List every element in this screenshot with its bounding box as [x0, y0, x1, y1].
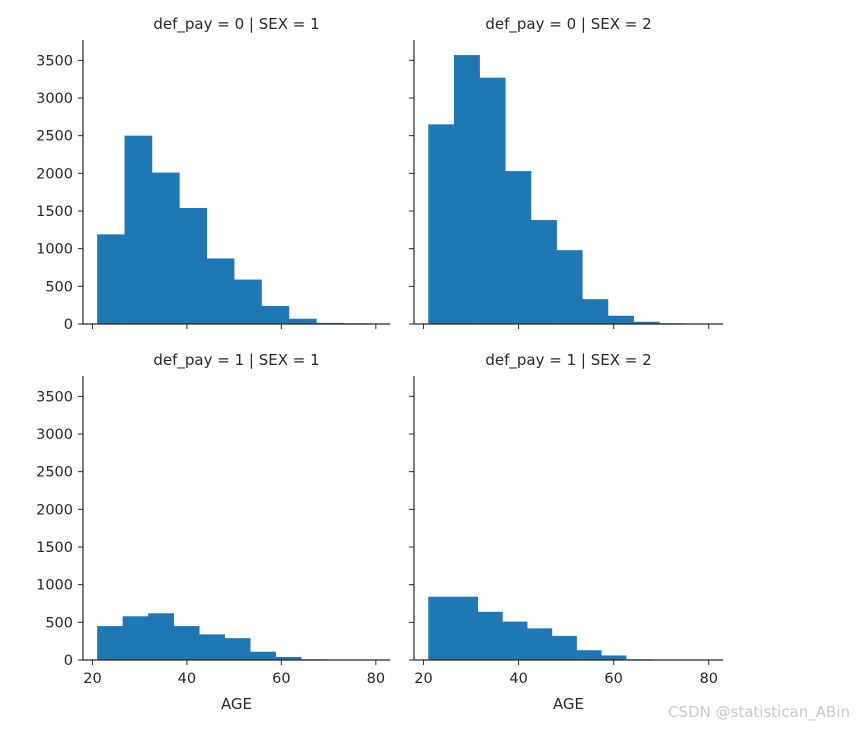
histogram-bar	[234, 279, 262, 324]
histogram-bar	[97, 234, 125, 324]
panel-title: def_pay = 0 | SEX = 1	[153, 15, 319, 34]
x-axis-label: AGE	[553, 695, 584, 713]
y-tick-label: 2500	[36, 129, 73, 145]
histogram-bar	[556, 250, 583, 324]
x-tick-label: 40	[178, 671, 196, 687]
histogram-bar	[530, 220, 557, 324]
histogram-bar	[288, 318, 317, 324]
histogram-bar	[151, 172, 180, 324]
facet-panel: 0 500 1000 1500 2000 2500 3000 3500 def_pay = 0 …	[36, 15, 390, 333]
y-tick-label: 0	[64, 653, 73, 669]
histogram-bar	[453, 55, 480, 324]
panel-title: def_pay = 1 | SEX = 2	[485, 351, 651, 370]
y-tick-label: 2000	[36, 166, 73, 182]
histogram-bar	[633, 321, 660, 324]
facet-panel: def_pay = 0 | SEX = 2	[409, 15, 723, 329]
histogram-bar	[601, 655, 627, 660]
x-tick-label: 60	[272, 671, 290, 687]
histogram-bar	[428, 124, 455, 325]
histogram-bar	[502, 621, 528, 660]
x-tick-label: 80	[700, 671, 718, 687]
histogram-bar	[199, 634, 225, 660]
histogram-bar	[505, 171, 532, 324]
y-tick-label: 1500	[36, 204, 73, 220]
y-tick-label: 3000	[36, 91, 73, 107]
y-tick-label: 0	[64, 317, 73, 333]
histogram-bar	[527, 628, 553, 660]
y-tick-label: 3500	[36, 389, 73, 405]
y-tick-label: 3000	[36, 427, 73, 443]
y-tick-label: 1500	[36, 540, 73, 556]
y-tick-label: 2000	[36, 502, 73, 518]
x-axis-label: AGE	[221, 695, 252, 713]
y-tick-label: 3500	[36, 53, 73, 69]
watermark-text: CSDN @statistican_ABin	[668, 703, 850, 722]
histogram-bar	[224, 638, 251, 660]
histogram-bar	[452, 596, 478, 660]
histogram-bar	[97, 626, 123, 660]
histogram-bar	[479, 77, 506, 324]
y-tick-label: 500	[45, 279, 73, 295]
panel-title: def_pay = 0 | SEX = 2	[485, 15, 651, 34]
histogram-bar	[582, 299, 609, 324]
x-tick-label: 20	[83, 671, 101, 687]
facet-panel: 0 500 1000 1500 2000 2500 3000 3500 20 40 60 80 def_…	[36, 351, 390, 713]
histogram-bar	[477, 611, 503, 660]
histogram-bar	[261, 305, 290, 324]
facet-panel: 20 40 60 80 def_pay = 1 | SEX = 2 AGE	[409, 351, 723, 713]
histogram-bar	[179, 207, 208, 324]
histogram-bar	[206, 258, 235, 324]
histogram-bar	[173, 626, 200, 660]
y-tick-label: 1000	[36, 242, 73, 258]
x-tick-label: 60	[604, 671, 622, 687]
histogram-bar	[607, 315, 634, 324]
histogram-bar	[576, 650, 602, 660]
x-tick-label: 80	[367, 671, 385, 687]
histogram-bar	[275, 656, 302, 660]
y-tick-label: 500	[45, 615, 73, 631]
histogram-bar	[250, 651, 276, 660]
histogram-bar	[124, 135, 153, 324]
y-tick-label: 1000	[36, 578, 73, 594]
x-tick-label: 20	[414, 671, 432, 687]
x-tick-label: 40	[509, 671, 527, 687]
histogram-bar	[428, 596, 454, 660]
histogram-bar	[551, 635, 577, 660]
histogram-bar	[122, 616, 149, 660]
histogram-bar	[148, 613, 174, 660]
panel-title: def_pay = 1 | SEX = 1	[153, 351, 319, 370]
y-tick-label: 2500	[36, 465, 73, 481]
